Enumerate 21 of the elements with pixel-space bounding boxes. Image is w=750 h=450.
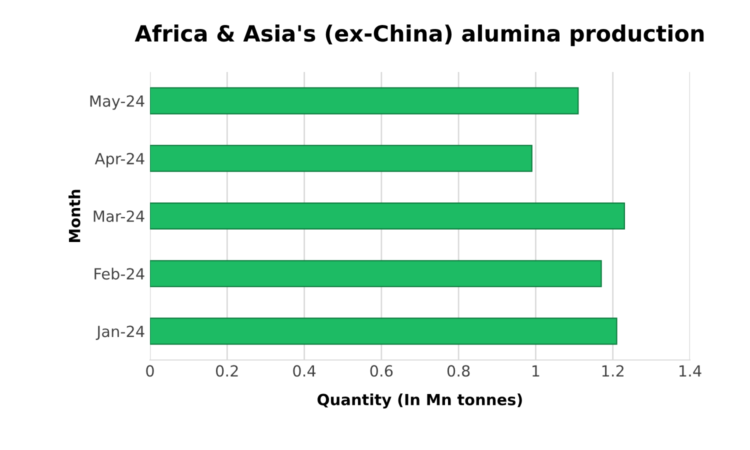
x-tick-label: 0.8 — [447, 365, 470, 377]
x-tick-label: 1.2 — [602, 365, 624, 376]
x-tick-label: 1.4 — [680, 365, 702, 376]
x-tick-label: 0.6 — [370, 365, 393, 377]
bar — [150, 260, 602, 288]
y-tick-label: Mar-24 — [94, 210, 144, 222]
bar — [150, 144, 532, 172]
bar — [150, 202, 625, 230]
chart-title: Africa & Asia's (ex-China) alumina production — [134, 24, 704, 46]
y-tick-label: Apr-24 — [94, 152, 144, 168]
y-tick-label: May-24 — [90, 95, 144, 110]
y-tick-label: Feb-24 — [94, 268, 144, 280]
y-tick-label: Jan-24 — [96, 326, 144, 340]
bar — [150, 318, 618, 345]
x-tick-label: 1 — [532, 365, 540, 376]
y-axis-title: Month — [68, 190, 80, 242]
x-axis-title: Quantity (In Mn tonnes) — [318, 394, 522, 408]
bar — [150, 87, 579, 114]
x-tick-label: 0.4 — [293, 365, 316, 377]
x-tick-label: 0 — [146, 365, 154, 377]
x-tick-label: 0.2 — [216, 365, 238, 377]
